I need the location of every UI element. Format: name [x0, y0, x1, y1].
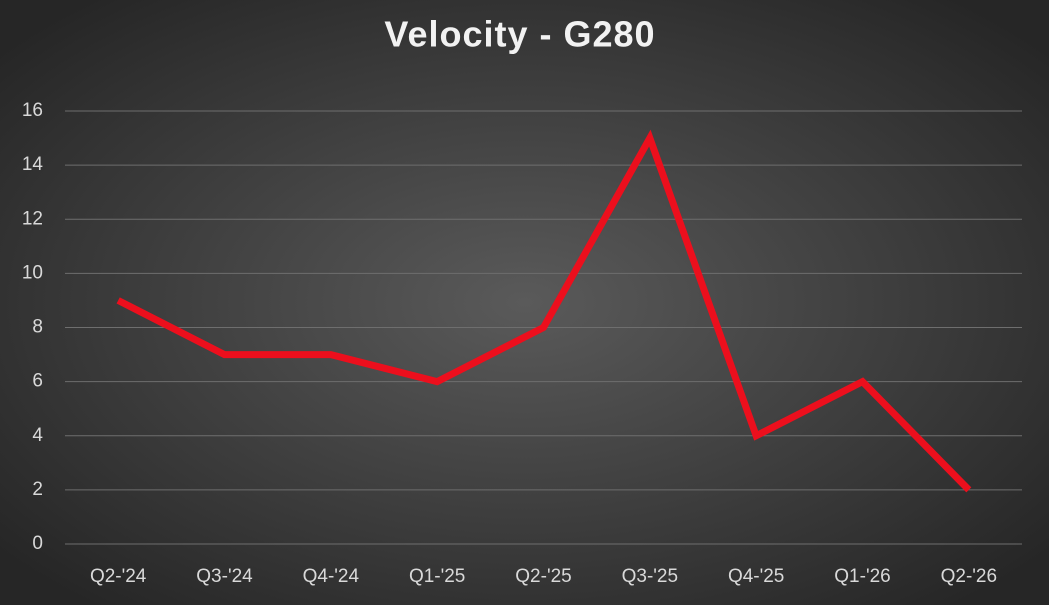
- x-tick-label: Q4-'25: [728, 566, 784, 587]
- y-tick-label: 0: [32, 533, 43, 554]
- x-tick-label: Q1-'25: [409, 566, 465, 587]
- y-tick-label: 14: [22, 154, 44, 175]
- y-tick-label: 12: [22, 208, 43, 229]
- data-line: [116, 129, 972, 493]
- y-tick-label: 8: [32, 317, 43, 338]
- y-tick-label: 10: [22, 262, 43, 283]
- x-tick-label: Q3-'25: [622, 566, 678, 587]
- chart-title: Velocity - G280: [384, 14, 655, 55]
- x-tick-label: Q3-'24: [196, 566, 253, 587]
- y-tick-label: 2: [32, 479, 43, 500]
- x-tick-label: Q2-'26: [941, 566, 997, 587]
- x-tick-label: Q2-'24: [90, 566, 147, 587]
- x-tick-label: Q1-'26: [834, 566, 890, 587]
- x-tick-label: Q4-'24: [303, 566, 360, 587]
- y-tick-label: 4: [32, 425, 43, 446]
- x-tick-label: Q2-'25: [515, 566, 571, 587]
- y-tick-label: 16: [22, 100, 43, 121]
- y-tick-label: 6: [32, 371, 43, 392]
